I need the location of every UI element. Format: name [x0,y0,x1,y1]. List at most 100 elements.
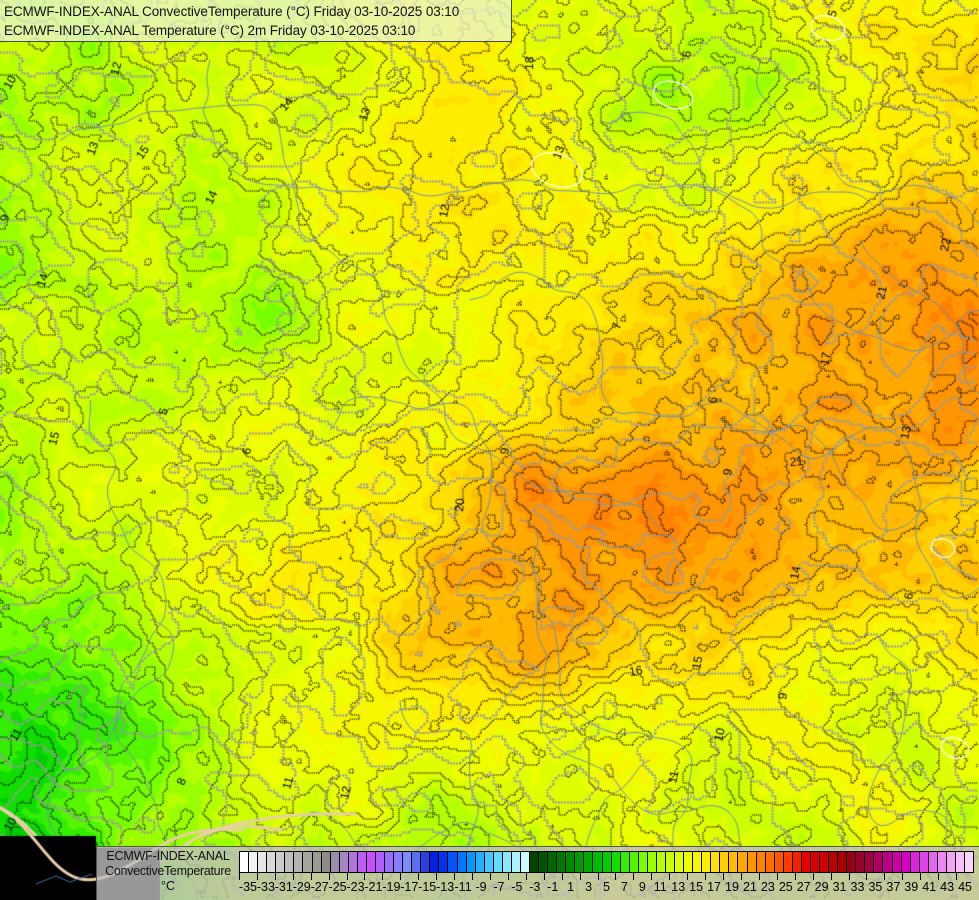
colorbar-cell [838,852,848,872]
colorbar-cell [348,852,358,872]
colorbar-tick [848,873,850,880]
colorbar-tick [633,873,635,880]
colorbar-tick-label: -31 [274,880,293,894]
colorbar-cell [756,852,766,872]
colorbar-cell [620,852,630,872]
colorbar-tick [651,873,653,880]
colorbar-tick-label: 23 [760,880,775,894]
colorbar-tick-label: 13 [671,880,686,894]
colorbar-tick-label: 15 [689,880,704,894]
colorbar-tick-label: 41 [922,880,937,894]
colorbar-cell [357,852,367,872]
colorbar-cell [294,852,304,872]
colorbar-cell [919,852,929,872]
colorbar-tick [507,873,509,880]
colorbar-container: -35 -33 -31 -29 -27 -25 -23 -21 -19 -17 -15 -13 -11-… [239,851,974,897]
colorbar-cell [258,852,268,872]
colorbar-tick [812,873,814,880]
colorbar-tick-labels: -35 -33 -31 -29 -27 -25 -23 -21 -19 -17 -15 -13 -11-… [239,879,974,896]
colorbar-tick-label: 5 [603,880,610,894]
colorbar-tick [723,873,725,880]
colorbar-tick-label: -13 [436,880,455,894]
colorbar-cell [684,852,694,872]
colorbar-tick-label: 37 [886,880,901,894]
colorbar-tick [525,873,527,880]
colorbar-tick [884,873,886,880]
colorbar-cell [502,852,512,872]
colorbar-tick [615,873,617,880]
colorbar-cell [403,852,413,872]
colorbar-tick [669,873,671,880]
colorbar-cell [448,852,458,872]
colorbar-cell [883,852,893,872]
colorbar-ticks [239,873,974,880]
colorbar-tick [292,873,294,880]
colorbar-cell [249,852,259,872]
colorbar-cell [656,852,666,872]
colorbar-tick [597,873,599,880]
colorbar-tick [776,873,778,880]
colorbar-tick-label: -9 [475,880,487,894]
colorbar-cell [901,852,911,872]
colorbar-tick [794,873,796,880]
colorbar-tick [938,873,940,880]
colorbar-tick-label: -11 [454,880,472,894]
colorbar-tick [830,873,832,880]
colorbar-cell [557,852,567,872]
colorbar-tick-label: 35 [868,880,883,894]
colorbar-tick [956,873,958,880]
colorbar-tick-label: -23 [346,880,365,894]
colorbar-tick [256,873,258,880]
colorbar-cell [548,852,558,872]
colorbar-tick [454,873,456,880]
colorbar-cell [910,852,920,872]
colorbar-cell [937,852,947,872]
colorbar-tick-label: 43 [940,880,955,894]
colorbar-tick-label: 39 [904,880,919,894]
colorbar-tick [382,873,384,880]
colorbar-cell [747,852,757,872]
colorbar-cell [946,852,956,872]
colorbar-tick [364,873,366,880]
colorbar-tick [758,873,760,880]
colorbar-tick [274,873,276,880]
colorbar-tick-label: 27 [796,880,811,894]
colorbar-cell [421,852,431,872]
colorbar-cell [647,852,657,872]
colorbar-swatches[interactable] [239,851,974,873]
colorbar-cell [865,852,875,872]
colorbar-tick [400,873,402,880]
colorbar-tick-label: 3 [585,880,593,894]
colorbar-tick-label: -27 [310,880,329,894]
colorbar-cell [638,852,648,872]
map-title-panel: ECMWF-INDEX-ANAL ConvectiveTemperature (… [0,0,512,42]
colorbar-cell [240,852,250,872]
colorbar-cell [829,852,839,872]
colorbar-tick-label: 25 [778,880,793,894]
colorbar-tick [489,873,491,880]
title-line-convective-temperature: ECMWF-INDEX-ANAL ConvectiveTemperature (… [4,4,460,19]
colorbar-cell [584,852,594,872]
colorbar-tick-label: -35 [238,880,257,894]
colorbar-tick [543,873,545,880]
colorbar-cell [955,852,965,872]
colorbar-cell [765,852,775,872]
colorbar-tick-label: 7 [620,880,628,894]
colorbar-cell [276,852,286,872]
colorbar-cell [303,852,313,872]
colorbar-cell [394,852,404,872]
colorbar-tick-label: -3 [529,880,541,894]
colorbar-cell [629,852,639,872]
colorbar-cell [484,852,494,872]
colorbar-cell [385,852,395,872]
colorbar-cell [520,852,530,872]
colorbar-cell [339,852,349,872]
colorbar-tick-label: 31 [832,880,847,894]
legend-model-label: ECMWF-INDEX-ANAL [106,849,230,863]
colorbar-cell [312,852,322,872]
colorbar-cell [874,852,884,872]
legend-variable-label: ConvectiveTemperature [105,864,231,878]
colorbar-cell [475,852,485,872]
